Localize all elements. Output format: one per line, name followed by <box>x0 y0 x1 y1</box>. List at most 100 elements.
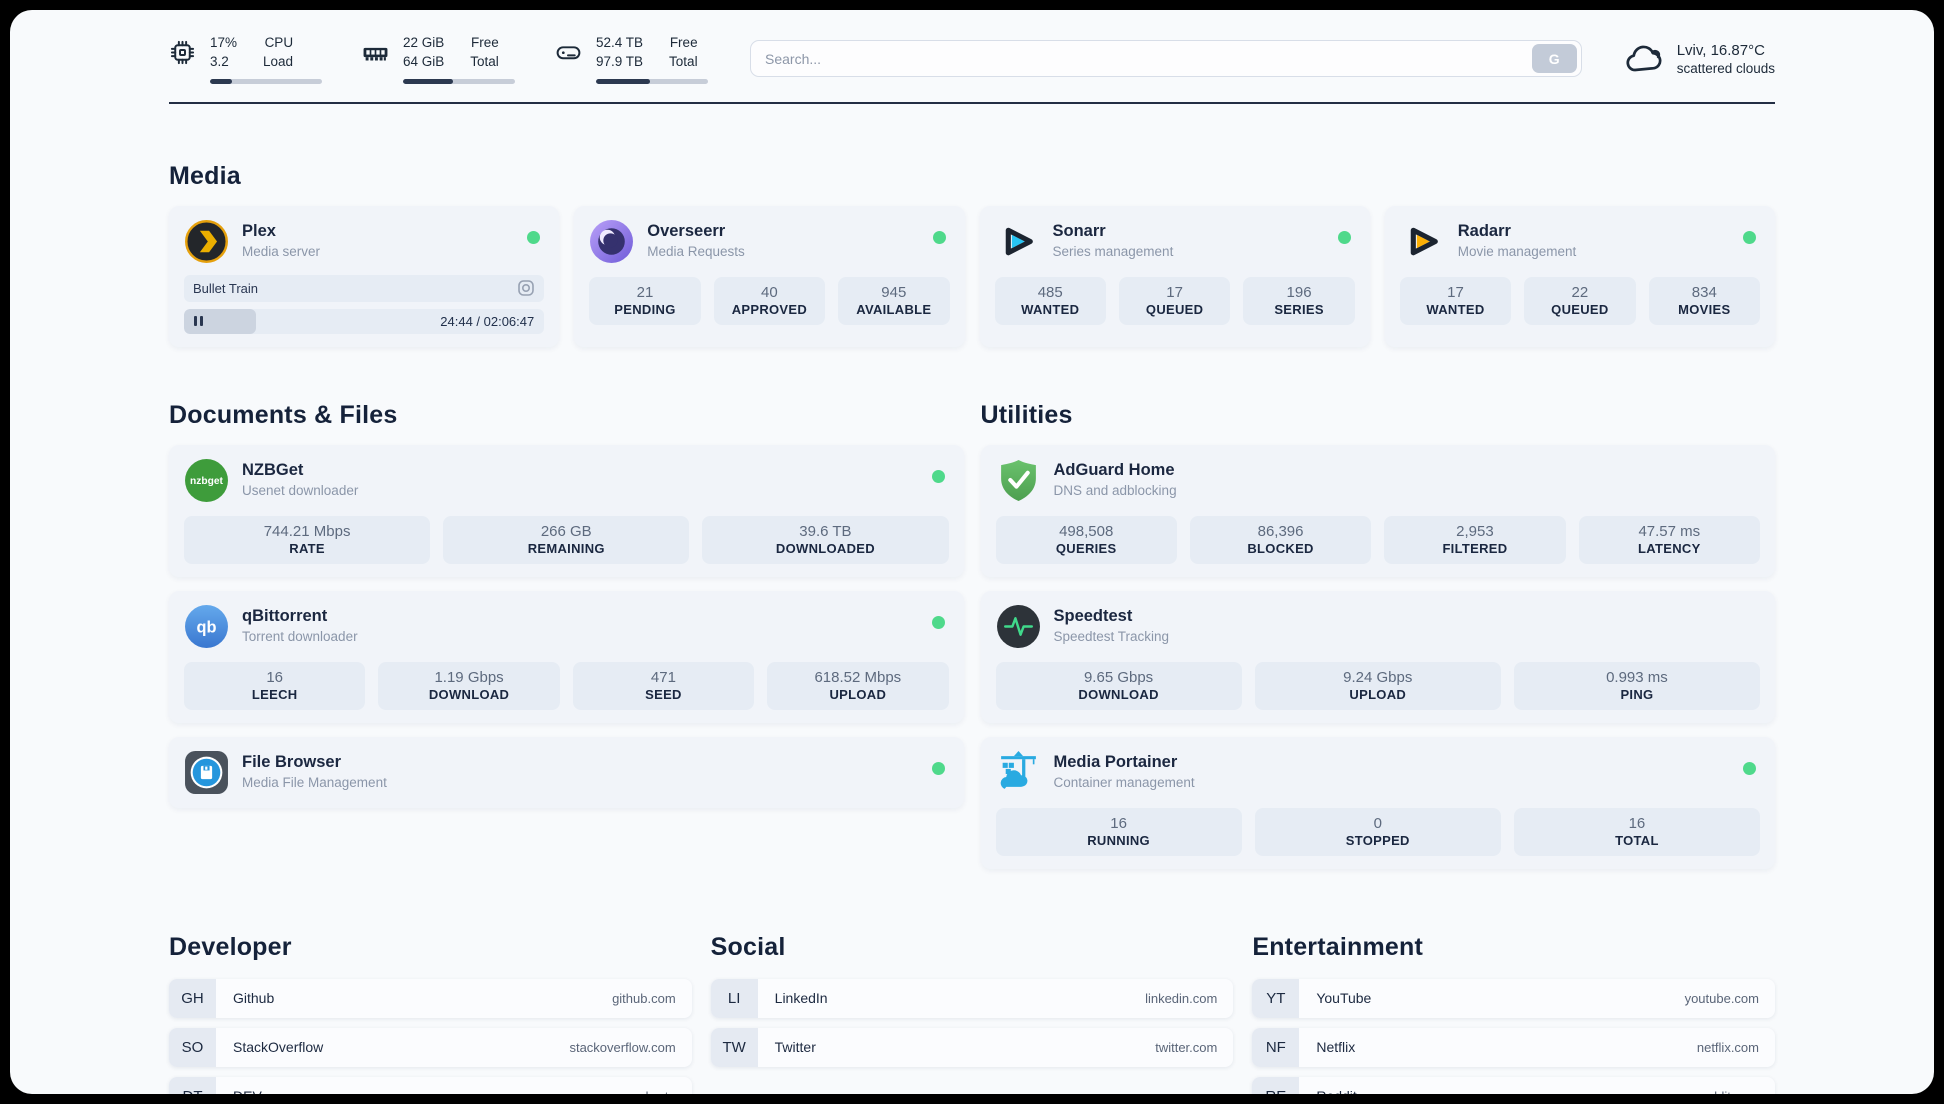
app-card-overseerr[interactable]: Overseerr Media Requests 21 PENDING 40 APP… <box>574 205 965 347</box>
radarr-icon <box>1410 227 1438 256</box>
app-card-portainer[interactable]: Media Portainer Container management 16 R… <box>980 736 1775 869</box>
developer-column: Developer GH Github github.com SO StackO… <box>169 933 692 1094</box>
app-subtitle: Media server <box>242 243 321 259</box>
bookmark-badge: GH <box>169 978 216 1018</box>
app-card-plex[interactable]: Plex Media server Bullet Train 24:44 / 0… <box>169 205 560 347</box>
stat-ping: 0.993 ms PING <box>1513 661 1761 710</box>
memory-label-bottom: Total <box>470 53 499 69</box>
bookmark-name: Netflix <box>1316 1039 1356 1056</box>
stat-upload: 618.52 Mbps UPLOAD <box>767 661 949 710</box>
app-name: Sonarr <box>1052 222 1106 241</box>
session-icon <box>518 280 535 297</box>
bookmark-url: stackoverflow.com <box>569 1039 676 1055</box>
bookmark-reddit[interactable]: RE Reddit reddit.com <box>1252 1076 1775 1094</box>
bookmark-badge: DT <box>169 1076 216 1094</box>
search-engine-button[interactable]: G <box>1531 44 1577 74</box>
weather-location-temp: Lviv, 16.87°C <box>1676 41 1765 59</box>
app-subtitle: Media File Management <box>242 774 387 790</box>
cpu-progress-bar <box>210 78 322 84</box>
weather-condition: scattered clouds <box>1676 60 1775 76</box>
bookmark-url: twitter.com <box>1155 1039 1218 1055</box>
bookmark-badge: LI <box>710 978 758 1018</box>
svg-text:nzbget: nzbget <box>190 476 224 487</box>
now-playing-button[interactable] <box>517 279 535 297</box>
app-card-speedtest[interactable]: Speedtest Speedtest Tracking 9.65 Gbps DO… <box>980 590 1775 723</box>
app-name: Overseerr <box>647 222 726 241</box>
documents-column: Documents & Files nzbget NZBGet Usenet d… <box>169 401 964 883</box>
cpu-label-bottom: Load <box>263 53 294 69</box>
app-card-nzbget[interactable]: nzbget NZBGet Usenet downloader 744.21 M… <box>169 444 964 577</box>
cpu-stat: 17% 3.2 CPU Load <box>169 34 322 84</box>
status-dot <box>1743 230 1756 244</box>
app-subtitle: Series management <box>1052 243 1174 259</box>
sonarr-icon <box>1005 227 1033 256</box>
plex-icon <box>185 219 228 263</box>
section-title-media: Media <box>169 161 241 190</box>
now-playing-row: Bullet Train <box>184 274 545 302</box>
section-title-entertainment: Entertainment <box>1252 932 1424 961</box>
stat-pending: 21 PENDING <box>589 276 701 325</box>
bookmark-github[interactable]: GH Github github.com <box>169 978 692 1018</box>
entertainment-column: Entertainment YT YouTube youtube.com NF … <box>1252 933 1775 1094</box>
nzbget-icon: nzbget <box>185 458 228 502</box>
bookmark-twitter[interactable]: TW Twitter twitter.com <box>710 1027 1234 1067</box>
adguard-icon <box>1000 459 1036 501</box>
media-grid: Plex Media server Bullet Train 24:44 / 0… <box>169 205 1775 347</box>
system-stats: 17% 3.2 CPU Load <box>169 34 708 84</box>
status-dot <box>527 230 541 244</box>
cpu-usage-value: 17% <box>210 35 238 50</box>
svg-text:qb: qb <box>197 618 217 636</box>
stat-remaining: 266 GB REMAINING <box>443 515 690 564</box>
memory-total-value: 64 GiB <box>403 53 445 69</box>
app-card-radarr[interactable]: Radarr Movie management 17 WANTED 22 QUEUE… <box>1384 205 1775 347</box>
stat-filtered: 2,953 FILTERED <box>1384 515 1566 564</box>
overseerr-icon <box>590 219 634 263</box>
section-title-social: Social <box>710 932 786 961</box>
bookmark-stackoverflow[interactable]: SO StackOverflow stackoverflow.com <box>169 1027 692 1067</box>
stat-queued: 17 QUEUED <box>1118 276 1231 325</box>
stat-seed: 471 SEED <box>572 661 755 710</box>
top-bar: 17% 3.2 CPU Load <box>169 10 1775 84</box>
section-title-documents: Documents & Files <box>169 400 398 429</box>
app-card-filebrowser[interactable]: File Browser Media File Management <box>169 736 964 808</box>
bookmark-name: LinkedIn <box>774 990 828 1007</box>
bookmark-linkedin[interactable]: LI LinkedIn linkedin.com <box>710 978 1234 1018</box>
bookmark-name: StackOverflow <box>233 1039 324 1056</box>
stat-series: 196 SERIES <box>1243 276 1355 325</box>
bookmark-youtube[interactable]: YT YouTube youtube.com <box>1252 978 1775 1018</box>
disk-progress-bar <box>596 78 708 84</box>
app-subtitle: Movie management <box>1457 243 1577 259</box>
app-subtitle: Usenet downloader <box>242 482 359 498</box>
app-subtitle: Torrent downloader <box>242 628 358 644</box>
bookmark-name: DEV <box>233 1088 262 1094</box>
app-subtitle: Media Requests <box>647 243 745 259</box>
memory-label-top: Free <box>471 35 499 50</box>
filebrowser-icon <box>185 750 228 794</box>
cpu-label-top: CPU <box>264 35 294 50</box>
stat-latency: 47.57 ms LATENCY <box>1578 515 1760 564</box>
search-input[interactable] <box>765 50 1532 67</box>
disk-stat: 52.4 TB 97.9 TB Free Total <box>555 34 708 84</box>
stat-rate: 744.21 Mbps RATE <box>184 515 431 564</box>
pause-button[interactable] <box>194 316 203 327</box>
app-name: Speedtest <box>1053 607 1133 626</box>
app-card-adguard[interactable]: AdGuard Home DNS and adblocking 498,508 Q… <box>980 444 1775 577</box>
bookmark-name: Github <box>233 990 275 1007</box>
stat-running: 16 RUNNING <box>995 807 1242 856</box>
app-name: NZBGet <box>242 461 304 480</box>
status-dot <box>931 615 945 629</box>
status-dot <box>1743 761 1756 775</box>
app-card-qbittorrent[interactable]: qb qBittorrent Torrent downloader 16 LEEC… <box>169 590 964 723</box>
speedtest-icon <box>996 604 1040 648</box>
bookmark-netflix[interactable]: NF Netflix netflix.com <box>1252 1027 1775 1067</box>
qbittorrent-icon: qb <box>185 604 228 648</box>
cpu-temp-value: 3.2 <box>210 53 229 69</box>
disk-label-top: Free <box>669 35 698 50</box>
bookmark-url: reddit.com <box>1698 1089 1759 1094</box>
bookmark-name: Reddit <box>1316 1088 1356 1094</box>
bookmark-name: Twitter <box>774 1039 816 1056</box>
bookmark-badge: TW <box>710 1027 758 1067</box>
bookmark-dev[interactable]: DT DEV dev.to <box>169 1076 692 1094</box>
app-card-sonarr[interactable]: Sonarr Series management 485 WANTED 17 QUE… <box>979 205 1370 347</box>
status-dot <box>932 230 946 244</box>
